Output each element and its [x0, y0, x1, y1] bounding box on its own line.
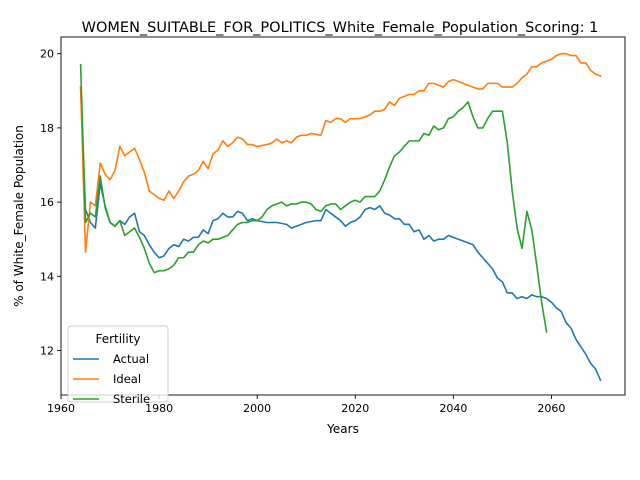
x-tick-label: 1960 [47, 402, 75, 415]
y-tick-label: 12 [40, 344, 54, 357]
y-tick-label: 14 [40, 270, 54, 283]
x-tick-label: 2000 [243, 402, 271, 415]
y-tick-label: 20 [40, 48, 54, 61]
series-line-sterile [79, 63, 548, 333]
legend-label-sterile: Sterile [113, 392, 150, 406]
legend-frame [67, 325, 169, 403]
y-tick-label: 18 [40, 122, 54, 135]
x-tick-label: 2040 [439, 402, 467, 415]
legend-label-actual: Actual [113, 352, 149, 366]
y-axis-label: % of White_Female Population [12, 125, 26, 307]
series-line-actual [79, 86, 602, 382]
chart-title: WOMEN_SUITABLE_FOR_POLITICS_White_Female… [82, 20, 599, 36]
series-layer [79, 52, 602, 382]
x-axis: 1960 1980 2000 2020 2040 2060 [47, 395, 565, 415]
x-tick-label: 2060 [537, 402, 565, 415]
y-axis: 12 14 16 18 20 [40, 48, 61, 357]
x-axis-label: Years [326, 422, 359, 436]
plot-area-frame [60, 36, 626, 396]
y-tick-label: 16 [40, 196, 54, 209]
series-line-ideal [79, 52, 602, 253]
legend: Fertility Actual Ideal Sterile [67, 325, 169, 406]
legend-title: Fertility [95, 332, 140, 346]
x-tick-label: 1980 [145, 402, 173, 415]
x-tick-label: 2020 [341, 402, 369, 415]
legend-label-ideal: Ideal [113, 372, 141, 386]
